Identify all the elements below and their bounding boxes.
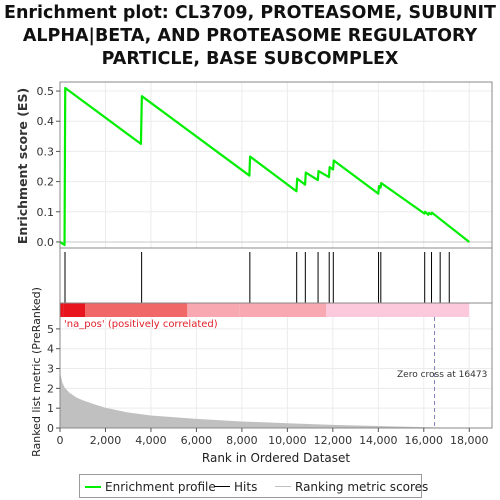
es-y-tick-label-3: 0.3 (37, 145, 55, 158)
rank-band-2 (85, 303, 188, 317)
bottom-panel-frame (59, 302, 493, 429)
top-panel-frame (59, 81, 493, 249)
es-profile (59, 86, 470, 247)
rank-band-4 (239, 303, 327, 317)
es-y-tick-label-4: 0.4 (37, 115, 55, 128)
es-y-tick-label-2: 0.2 (37, 176, 55, 189)
metric-y-tick-label-3: 3 (47, 363, 54, 376)
x-tick-label-5: 10,000 (268, 434, 307, 447)
title-line-1: Enrichment plot: CL3709, PROTEASOME, SUB… (4, 3, 496, 23)
es-y-tick-label-0: 0.0 (37, 236, 55, 249)
x-tick-label-3: 6,000 (181, 434, 213, 447)
x-tick-label-1: 2,000 (90, 434, 122, 447)
x-tick-label-0: 0 (57, 434, 64, 447)
legend-swatch-metric (275, 486, 291, 487)
metric-area (60, 317, 470, 428)
metric-axis-label: Ranked list metric (PreRanked) (30, 287, 43, 457)
positive-correlation-label: 'na_pos' (positively correlated) (64, 319, 218, 330)
metric-fill-area (60, 360, 470, 428)
es-profile-line (59, 86, 470, 247)
metric-y-tick-label-4: 4 (47, 343, 54, 356)
metric-y-tick-label-2: 2 (47, 382, 54, 395)
hit-markers (64, 252, 450, 303)
es-y-tick-label-5: 0.5 (37, 85, 55, 98)
metric-y-tick-label-1: 1 (47, 402, 54, 415)
title-line-2: ALPHA|BETA, AND PROTEASOME REGULATORY (22, 26, 478, 46)
rank-color-bands (60, 303, 470, 317)
legend-label-metric: Ranking metric scores (295, 480, 429, 494)
metric-y-tick-label-0: 0 (47, 422, 54, 435)
zero-cross-label: Zero cross at 16473 (397, 370, 487, 380)
x-axis-label: Rank in Ordered Dataset (202, 451, 350, 465)
panel-frames (59, 81, 493, 429)
rank-band-5 (326, 303, 470, 317)
rank-band-3 (187, 303, 240, 317)
legend-label-enrichment: Enrichment profile (105, 480, 216, 494)
x-tick-label-9: 18,000 (450, 434, 489, 447)
x-tick-label-4: 8,000 (226, 434, 258, 447)
legend-label-hits: Hits (234, 480, 258, 494)
legend-swatch-enrichment (85, 486, 101, 488)
rank-band-0 (60, 303, 64, 317)
legend-swatch-hits (214, 486, 230, 487)
title-line-3: PARTICLE, BASE SUBCOMPLEX (101, 49, 399, 69)
axis-ticks: 0.0 0.1 0.2 0.3 0.4 0.5 0 1 2 3 4 5 0 2,000 4,000 6,000… (37, 85, 489, 447)
x-tick-label-7: 14,000 (359, 434, 398, 447)
chart-title: Enrichment plot: CL3709, PROTEASOME, SUB… (0, 2, 500, 71)
rank-band-1 (63, 303, 86, 317)
x-tick-label-8: 16,000 (405, 434, 444, 447)
es-y-tick-label-1: 0.1 (37, 206, 55, 219)
legend: Enrichment profile Hits Ranking metric s… (79, 474, 428, 498)
x-tick-label-2: 4,000 (135, 434, 167, 447)
x-tick-label-6: 12,000 (314, 434, 353, 447)
hits-panel-frame (59, 247, 493, 304)
metric-y-tick-label-5: 5 (47, 323, 54, 336)
es-axis-label: Enrichment score (ES) (15, 88, 30, 244)
